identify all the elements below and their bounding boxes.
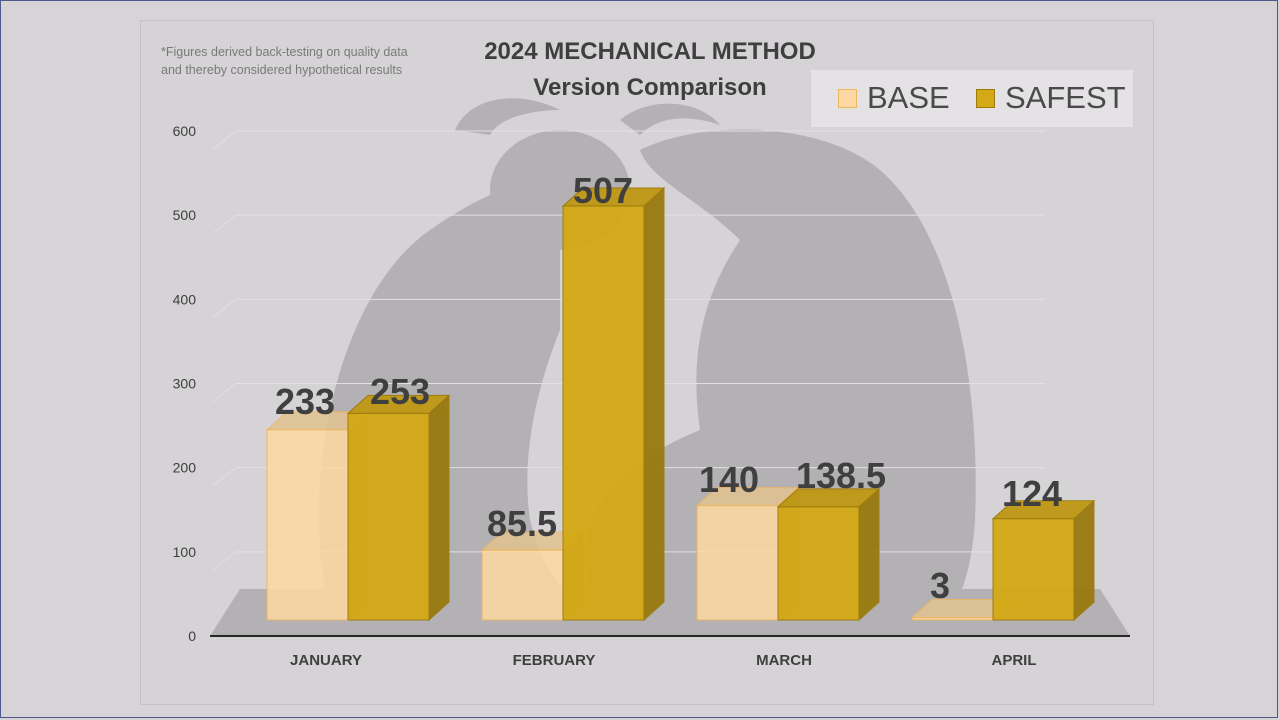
chart-footnote: *Figures derived back-testing on quality…: [161, 43, 461, 79]
x-category-label: FEBRUARY: [513, 652, 596, 669]
y-tick-label: 600: [173, 123, 197, 139]
gridline-depth: [212, 298, 237, 318]
chart-title: 2024 MECHANICAL METHOD Version Compariso…: [440, 34, 860, 106]
gridline-depth: [212, 383, 237, 402]
gridline-depth: [212, 214, 237, 234]
gridline-depth: [212, 130, 237, 150]
data-label: 233: [275, 381, 335, 422]
y-tick-label: 500: [173, 207, 197, 223]
bar-safest: [777, 506, 860, 621]
footnote-line-2: and thereby considered hypothetical resu…: [161, 63, 403, 77]
x-category-label: APRIL: [992, 652, 1037, 669]
data-label: 85.5: [487, 503, 557, 544]
legend-swatch-base: [838, 88, 857, 108]
y-tick-label: 300: [173, 376, 197, 392]
y-tick-label: 0: [188, 628, 196, 644]
data-label: 3: [930, 565, 950, 606]
bar-base: [911, 617, 994, 621]
bar-side-safest: [1073, 499, 1095, 622]
gridline-depth: [212, 551, 237, 571]
y-tick-label: 100: [173, 544, 197, 560]
legend-label-safest: SAFEST: [1005, 80, 1126, 115]
bar-safest: [992, 518, 1075, 621]
chart-legend: BASE SAFEST: [811, 70, 1133, 127]
data-label: 253: [370, 371, 430, 412]
bar-safest: [347, 412, 430, 621]
data-label: 140: [699, 459, 759, 500]
chart-title-line-1: 2024 MECHANICAL METHOD: [484, 38, 816, 65]
bar-side-safest: [428, 394, 450, 622]
chart-title-line-2: Version Comparison: [533, 74, 767, 101]
data-label: 124: [1002, 473, 1062, 514]
x-category-label: JANUARY: [290, 652, 362, 669]
data-label: 507: [573, 170, 633, 211]
legend-item-safest: SAFEST: [976, 80, 1126, 115]
bar-safest: [562, 205, 645, 621]
y-tick-label: 200: [173, 460, 197, 476]
y-tick-label: 400: [173, 291, 197, 307]
bar-side-safest: [643, 186, 665, 622]
bar-side-safest: [858, 487, 880, 622]
gridline-depth: [212, 467, 237, 487]
footnote-line-1: *Figures derived back-testing on quality…: [161, 45, 408, 59]
legend-swatch-safest: [976, 88, 995, 108]
bar-base: [696, 505, 779, 621]
legend-item-base: BASE: [838, 80, 950, 115]
data-label: 138.5: [796, 455, 886, 496]
bar-base: [266, 429, 349, 621]
bar-base: [481, 549, 564, 621]
x-category-label: MARCH: [756, 652, 812, 669]
legend-label-base: BASE: [867, 80, 950, 115]
